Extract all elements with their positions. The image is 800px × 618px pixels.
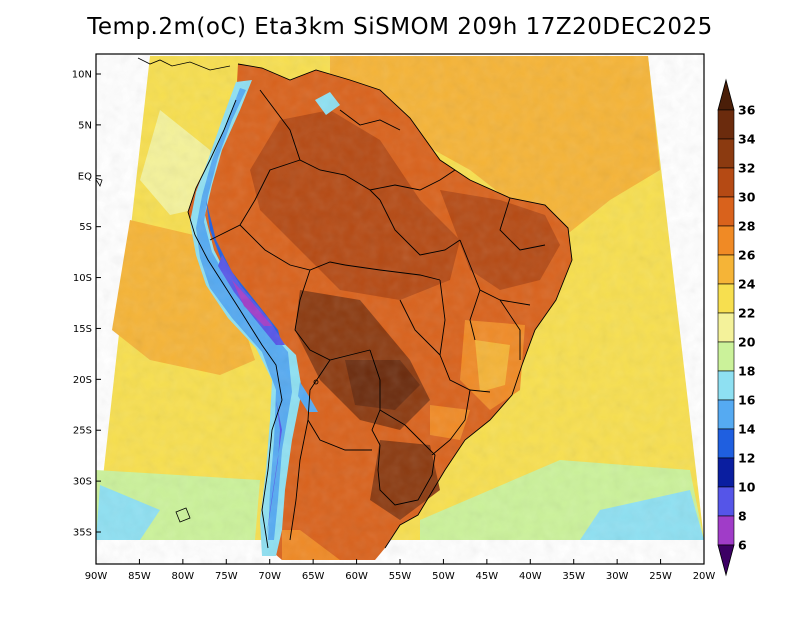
colorbar-label: 8 bbox=[738, 509, 747, 524]
colorbar-label: 18 bbox=[738, 364, 755, 379]
colorbar-segment bbox=[717, 428, 735, 459]
lon-tick-label: 20W bbox=[693, 571, 716, 582]
lat-tick-label: 15S bbox=[73, 324, 92, 335]
colorbar-segment bbox=[717, 138, 735, 169]
lat-tick-label: 5N bbox=[78, 120, 92, 131]
colorbar-label: 32 bbox=[738, 161, 755, 176]
lat-tick-label: 5S bbox=[79, 222, 92, 233]
colorbar-segment bbox=[717, 109, 735, 140]
colorbar-bottom-arrow bbox=[717, 544, 735, 577]
colorbar-top-arrow bbox=[717, 78, 735, 111]
lon-tick-label: 65W bbox=[302, 571, 325, 582]
lat-tick-label: 10N bbox=[72, 70, 92, 81]
lon-tick-label: 30W bbox=[606, 571, 629, 582]
longitude-axis: 90W 85W 80W 75W 70W 65W 60W 55W 50W 45W 40W 35W 30W 2… bbox=[85, 559, 716, 582]
colorbar-label: 26 bbox=[738, 248, 756, 263]
temperature-field bbox=[96, 54, 704, 564]
colorbar-segment bbox=[717, 341, 735, 372]
lon-tick-label: 80W bbox=[172, 571, 195, 582]
colorbar-segment bbox=[717, 254, 735, 285]
colorbar: 36 34 32 30 28 26 24 22 20 18 16 14 12 10 8 6 bbox=[717, 78, 756, 577]
lat-tick-label: 35S bbox=[73, 528, 92, 539]
colorbar-label: 34 bbox=[738, 132, 756, 147]
lon-tick-label: 75W bbox=[215, 571, 238, 582]
colorbar-label: 10 bbox=[738, 480, 756, 495]
colorbar-segment bbox=[717, 283, 735, 314]
colorbar-segment bbox=[717, 457, 735, 488]
lat-tick-label: 20S bbox=[73, 375, 92, 386]
colorbar-label: 28 bbox=[738, 219, 755, 234]
colorbar-label: 36 bbox=[738, 103, 756, 118]
lat-tick-label: EQ bbox=[78, 171, 92, 182]
colorbar-label: 22 bbox=[738, 306, 755, 321]
colorbar-segment bbox=[717, 515, 735, 546]
colorbar-label: 12 bbox=[738, 451, 755, 466]
lon-tick-label: 40W bbox=[519, 571, 542, 582]
lon-tick-label: 55W bbox=[389, 571, 412, 582]
map-title: Temp.2m(oC) Eta3km SiSMOM 209h 17Z20DEC2… bbox=[87, 14, 713, 40]
lat-tick-label: 30S bbox=[73, 477, 92, 488]
country-borders bbox=[187, 63, 573, 549]
lon-tick-label: 85W bbox=[128, 571, 151, 582]
colorbar-segment bbox=[717, 486, 735, 517]
lat-tick-label: 10S bbox=[73, 273, 92, 284]
lon-tick-label: 90W bbox=[85, 571, 108, 582]
lon-tick-label: 35W bbox=[562, 571, 585, 582]
colorbar-segment bbox=[717, 399, 735, 430]
lat-tick-label: 25S bbox=[73, 426, 92, 437]
colorbar-label: 30 bbox=[738, 190, 756, 205]
colorbar-label: 6 bbox=[738, 538, 747, 553]
colorbar-label: 14 bbox=[738, 422, 756, 437]
colorbar-label: 16 bbox=[738, 393, 756, 408]
colorbar-label: 20 bbox=[738, 335, 756, 350]
colorbar-segment bbox=[717, 312, 735, 343]
colorbar-label: 24 bbox=[738, 277, 756, 292]
colorbar-segment bbox=[717, 196, 735, 227]
colorbar-segment bbox=[717, 225, 735, 256]
latitude-axis: 10N 5N EQ 5S 10S 15S 20S 25S 30S 35S bbox=[72, 70, 101, 539]
lon-tick-label: 60W bbox=[345, 571, 368, 582]
lon-tick-label: 70W bbox=[258, 571, 281, 582]
colorbar-segment bbox=[717, 167, 735, 198]
lon-tick-label: 25W bbox=[649, 571, 672, 582]
lon-tick-label: 45W bbox=[476, 571, 499, 582]
lon-tick-label: 50W bbox=[432, 571, 455, 582]
colorbar-segment bbox=[717, 370, 735, 401]
